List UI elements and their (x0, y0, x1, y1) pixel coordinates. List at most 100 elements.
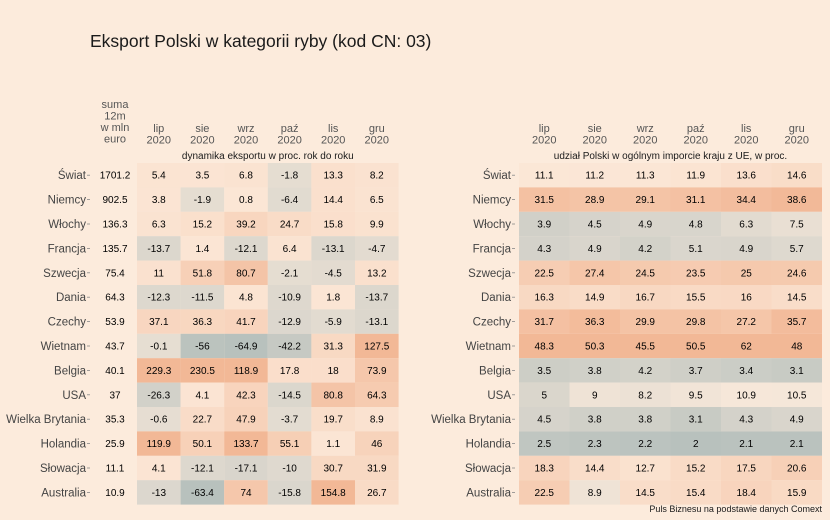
heatmap-cell (311, 309, 355, 334)
cell-value: -5.9 (325, 317, 343, 328)
cell-value: 15.9 (787, 488, 807, 499)
cell-value: 47.9 (236, 415, 256, 426)
cell-value: 38.6 (787, 195, 807, 206)
cell-value: 31.7 (535, 317, 555, 328)
sum-value: 40.1 (105, 366, 125, 377)
cell-value: -0.6 (150, 415, 168, 426)
cell-value: 6.5 (370, 195, 384, 206)
cell-value: 3.9 (537, 220, 551, 231)
heatmap-cell (137, 431, 181, 456)
heatmap-cell (670, 211, 721, 237)
cell-value: -56 (195, 342, 210, 353)
cell-value: 48 (791, 342, 803, 353)
row-label: Szwecja (468, 268, 511, 280)
row-label: Świat (58, 169, 87, 182)
heatmap-cell (137, 187, 181, 212)
cell-value: 0.8 (239, 195, 253, 206)
cell-value: 230.5 (190, 366, 215, 377)
heatmap-cell (311, 431, 355, 456)
heatmap-cell (771, 431, 822, 456)
sum-value: 75.4 (105, 268, 125, 279)
cell-value: 62 (741, 342, 753, 353)
heatmap-cell (569, 333, 620, 359)
cell-value: -11.5 (191, 293, 213, 304)
sum-value: 53.9 (105, 317, 125, 328)
cell-value: -3.7 (281, 415, 299, 426)
cell-value: 4.3 (739, 415, 753, 426)
row-label: Francja (48, 243, 87, 255)
row-label: Australia (41, 487, 86, 499)
cell-value: 229.3 (146, 366, 171, 377)
row-label: Dania (56, 292, 87, 304)
row-label: Szwecja (43, 268, 86, 280)
cell-value: 41.7 (236, 317, 256, 328)
heatmap-cell (137, 236, 181, 261)
cell-value: 4.9 (638, 220, 652, 231)
cell-value: 16 (741, 293, 753, 304)
heatmap-cell (137, 211, 181, 237)
cell-value: 6.4 (283, 244, 297, 255)
cell-value: -6.4 (281, 195, 299, 206)
heatmap-cell (137, 309, 181, 334)
heatmap-cell (771, 382, 822, 407)
cell-value: 4.9 (739, 244, 753, 255)
heatmap-cell (519, 187, 570, 212)
heatmap-cell (311, 211, 355, 237)
cell-value: 7.5 (790, 220, 804, 231)
heatmap-cell (569, 480, 620, 505)
cell-value: 9.9 (370, 220, 384, 231)
heatmap-cell (180, 163, 225, 188)
cell-value: 2.3 (588, 439, 602, 450)
sum-value: 10.9 (105, 488, 125, 499)
cell-value: 74 (240, 488, 252, 499)
heatmap-cell (224, 163, 268, 188)
heatmap-cell (670, 260, 721, 285)
row-label: Wielka Brytania (431, 414, 511, 426)
row-label: Świat (483, 169, 512, 182)
heatmap-cell (311, 187, 355, 212)
cell-value: 15.8 (323, 220, 343, 231)
heatmap-cell (355, 480, 399, 505)
cell-value: 15.4 (686, 488, 706, 499)
sum-value: 135.7 (102, 244, 127, 255)
heatmap-cell (311, 163, 355, 188)
cell-value: 27.4 (585, 268, 605, 279)
heatmap-cell (180, 480, 225, 505)
cell-value: 25 (741, 268, 753, 279)
left-col-header: wrz 2020 (234, 123, 258, 147)
heatmap-cell (620, 260, 671, 285)
cell-value: 17.8 (280, 366, 300, 377)
heatmap-cell (137, 407, 181, 432)
cell-value: 2.1 (739, 439, 753, 450)
cell-value: 4.1 (152, 464, 166, 475)
heatmap-cell (670, 358, 721, 383)
heatmap-cell (224, 455, 268, 481)
cell-value: 14.5 (636, 488, 656, 499)
cell-value: 3.8 (588, 366, 602, 377)
heatmap-cell (721, 260, 772, 285)
heatmap-cell (267, 236, 312, 261)
heatmap-cell (670, 480, 721, 505)
sum-value: 136.3 (102, 220, 127, 231)
heatmap-cell (355, 358, 399, 383)
cell-value: -12.9 (278, 317, 301, 328)
heatmap-cell (224, 407, 268, 432)
row-label: Dania (481, 292, 512, 304)
heatmap-cell (721, 382, 772, 407)
cell-value: 26.7 (367, 488, 387, 499)
cell-value: -1.8 (281, 171, 299, 182)
heatmap-cell (519, 236, 570, 261)
cell-value: 8.9 (370, 415, 384, 426)
cell-value: 11.1 (535, 171, 554, 182)
cell-value: 29.8 (686, 317, 706, 328)
cell-value: 4.8 (689, 220, 703, 231)
chart-title: Eksport Polski w kategorii ryby (kod CN:… (90, 31, 432, 51)
heatmap-cell (620, 236, 671, 261)
heatmap-cell (721, 187, 772, 212)
cell-value: 3.8 (588, 415, 602, 426)
cell-value: 48.3 (535, 342, 555, 353)
heatmap-cell (355, 211, 399, 237)
cell-value: 127.5 (364, 342, 389, 353)
heatmap-cell (771, 358, 822, 383)
cell-value: 31.5 (535, 195, 555, 206)
